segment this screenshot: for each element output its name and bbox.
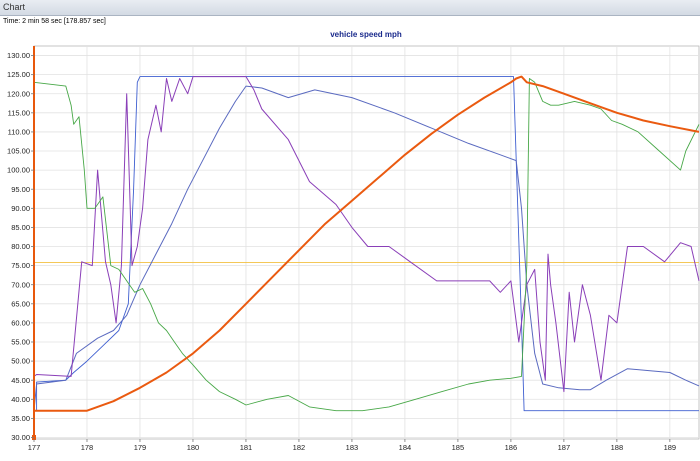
y-tick-label: 45.00 [11, 376, 30, 385]
plot-area[interactable] [33, 45, 700, 440]
chart-title: vehicle speed mph [330, 30, 402, 39]
series-line-5 [34, 75, 700, 412]
y-tick-label: 95.00 [11, 185, 30, 194]
x-tick-label: 184 [399, 443, 412, 452]
y-tick-label: 40.00 [11, 395, 30, 404]
y-tick-label: 55.00 [11, 338, 30, 347]
x-tick-label: 187 [558, 443, 571, 452]
x-tick-label: 186 [505, 443, 518, 452]
y-tick-label: 30.00 [11, 433, 30, 442]
x-tick-label: 181 [240, 443, 253, 452]
y-tick-label: 105.00 [7, 147, 30, 156]
series-line-2 [33, 85, 700, 411]
y-tick-label: 50.00 [11, 357, 30, 366]
series-line-3 [33, 76, 700, 393]
window-titlebar: Chart [0, 0, 700, 16]
x-axis-ticks: 177 178 179 180 181 182 183 184 185 186 187 188 189 [28, 439, 676, 452]
y-tick-label: 85.00 [11, 223, 30, 232]
x-tick-label: 183 [346, 443, 359, 452]
y-tick-label: 125.00 [7, 70, 30, 79]
y-tick-label: 110.00 [8, 128, 30, 137]
y-tick-label: 115.00 [8, 108, 30, 117]
x-tick-label: 178 [81, 443, 94, 452]
x-tick-label: 179 [134, 443, 147, 452]
y-tick-label: 70.00 [11, 280, 30, 289]
time-readout: Time: 2 min 58 sec [178.857 sec] [3, 18, 106, 25]
series-line-4 [33, 78, 700, 412]
x-tick-label: 185 [452, 443, 465, 452]
y-tick-label: 60.00 [11, 318, 30, 327]
grid-lines [33, 46, 699, 439]
y-tick-label: 120.00 [7, 89, 30, 98]
y-tick-label: 80.00 [11, 242, 30, 251]
x-tick-label: 180 [187, 443, 200, 452]
window-title: Chart [3, 2, 26, 12]
y-tick-label: 100.00 [7, 166, 30, 175]
x-tick-label: 177 [28, 443, 41, 452]
y-tick-label: 130.00 [7, 51, 30, 60]
x-tick-label: 189 [664, 443, 677, 452]
y-tick-label: 75.00 [11, 261, 30, 270]
x-tick-label: 188 [611, 443, 624, 452]
y-tick-label: 65.00 [11, 299, 30, 308]
series-line-1 [34, 76, 699, 412]
y-tick-label: 90.00 [11, 204, 30, 213]
series-lines [33, 75, 700, 412]
y-tick-label: 35.00 [11, 414, 30, 423]
x-tick-label: 182 [293, 443, 306, 452]
y-axis-ticks: 30.00 35.00 40.00 45.00 50.00 55.00 60.00 65.00… [7, 51, 34, 442]
